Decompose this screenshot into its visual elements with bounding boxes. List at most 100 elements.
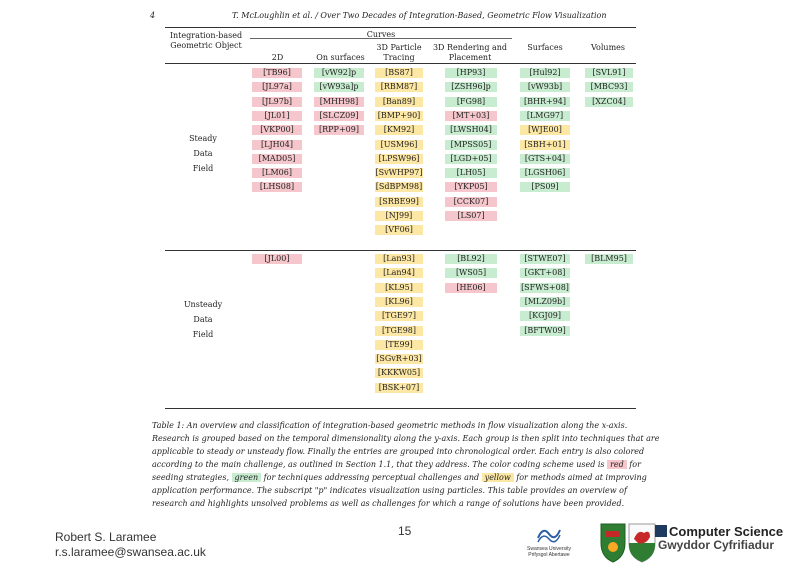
caption-red-swatch: red bbox=[607, 460, 627, 469]
table-cell-unsteady-particle: [BSK+07] bbox=[375, 382, 423, 393]
table-cell-steady-rendering: [ZSH96]p bbox=[445, 82, 497, 93]
table-cell-steady-surfaces: [SBH+01] bbox=[520, 139, 570, 150]
table-cell-steady-on_surfaces: [SLCZ09] bbox=[314, 110, 364, 121]
table-cell-unsteady-particle: [KKKW05] bbox=[375, 368, 423, 379]
page-header-number: 4 bbox=[150, 11, 156, 20]
caption-green-swatch: green bbox=[231, 473, 262, 482]
table-cell-steady-surfaces: [Hul92] bbox=[520, 68, 570, 78]
table-cell-unsteady-surfaces: [STWE07] bbox=[520, 254, 570, 264]
table-cell-unsteady-rendering: [BL92] bbox=[445, 254, 497, 264]
table-cell-steady-volumes: [MBC93] bbox=[585, 82, 633, 93]
table-cell-unsteady-rendering: [HE06] bbox=[445, 282, 497, 293]
table-cell-steady-particle: [BS87] bbox=[375, 68, 423, 78]
table-cell-steady-particle: [Ban89] bbox=[375, 96, 423, 107]
author-email[interactable]: r.s.laramee@swansea.ac.uk bbox=[55, 545, 206, 559]
table-cell-steady-rendering: [MPSS05] bbox=[445, 139, 497, 150]
table-cell-steady-c2d: [JL97b] bbox=[252, 96, 302, 107]
university-name: Swansea University Prifysgol Abertawe bbox=[527, 546, 571, 558]
table-cell-steady-rendering: [MT+03] bbox=[445, 110, 497, 121]
table-cell-unsteady-particle: [KL95] bbox=[375, 282, 423, 293]
table-cell-steady-c2d: [JL01] bbox=[252, 110, 302, 121]
department-name-welsh: Gwyddor Cyfrifiadur bbox=[658, 538, 775, 552]
table-cell-unsteady-particle: [TGE98] bbox=[375, 325, 423, 336]
table-cell-steady-rendering: [YKP05] bbox=[445, 182, 497, 193]
table-cell-steady-rendering: [LWSH04] bbox=[445, 125, 497, 136]
table-bottom-rule bbox=[165, 408, 636, 409]
department-name-english: Computer Science bbox=[669, 524, 784, 539]
column-surfaces: Surfaces bbox=[527, 43, 563, 52]
table-cell-unsteady-rendering: [WS05] bbox=[445, 268, 497, 279]
table-cell-unsteady-volumes: [BLM95] bbox=[585, 254, 633, 264]
column-3d-rendering: 3D Rendering and Placement bbox=[432, 43, 508, 62]
table-cell-steady-c2d: [JL97a] bbox=[252, 82, 302, 93]
table-cell-unsteady-particle: [SGvR+03] bbox=[375, 354, 423, 365]
welsh-dragon-shield-icon bbox=[628, 523, 656, 563]
table-cell-unsteady-particle: [KL96] bbox=[375, 296, 423, 307]
slide-page-number: 15 bbox=[398, 524, 412, 538]
swansea-university-logo-icon bbox=[537, 529, 561, 543]
table-caption: Table 1: An overview and classification … bbox=[152, 421, 660, 508]
table-cell-steady-particle: [SvWHP97] bbox=[375, 168, 423, 179]
table-cell-unsteady-surfaces: [GKT+08] bbox=[520, 268, 570, 279]
table-cell-steady-rendering: [LS07] bbox=[445, 211, 497, 221]
table-cell-steady-particle: [RBM87] bbox=[375, 82, 423, 93]
table-cell-steady-surfaces: [BHR+94] bbox=[520, 96, 570, 107]
table-cell-steady-c2d: [TB96] bbox=[252, 68, 302, 78]
table-cell-steady-surfaces: [WJE00] bbox=[520, 125, 570, 136]
table-cell-unsteady-particle: [TGE97] bbox=[375, 311, 423, 322]
table-header-rule bbox=[165, 63, 636, 64]
table-cell-steady-particle: [NJ99] bbox=[375, 211, 423, 221]
table-cell-steady-surfaces: [LGSH06] bbox=[520, 168, 570, 179]
table-cell-steady-surfaces: [GTS+04] bbox=[520, 153, 570, 164]
table-cell-steady-c2d: [VKP00] bbox=[252, 125, 302, 136]
table-cell-steady-c2d: [LHS08] bbox=[252, 182, 302, 193]
row-label-unsteady: Unsteady Data Field bbox=[183, 300, 223, 339]
table-cell-steady-on_surfaces: [MHH98] bbox=[314, 96, 364, 107]
table-cell-unsteady-particle: [Lan93] bbox=[375, 254, 423, 264]
column-volumes: Volumes bbox=[591, 43, 625, 52]
computer-science-bar-icon bbox=[655, 525, 667, 537]
row-label-steady: Steady Data Field bbox=[189, 134, 217, 173]
column-2d: 2D bbox=[271, 53, 284, 62]
table-cell-steady-volumes: [SVL91] bbox=[585, 68, 633, 78]
table-cell-steady-rendering: [FG98] bbox=[445, 96, 497, 107]
table-cell-unsteady-surfaces: [MLZ09b] bbox=[520, 296, 570, 307]
table-cell-steady-rendering: [CCK07] bbox=[445, 196, 497, 207]
column-geometric-object: Integration-based Geometric Object bbox=[169, 31, 243, 50]
table-cell-unsteady-particle: [TE99] bbox=[375, 339, 423, 350]
table-cell-steady-surfaces: [vW93b] bbox=[520, 82, 570, 93]
page-header-title: T. McLoughlin et al. / Over Two Decades … bbox=[232, 11, 607, 20]
table-cell-steady-c2d: [LJH04] bbox=[252, 139, 302, 150]
table-cell-unsteady-surfaces: [KGJ09] bbox=[520, 311, 570, 322]
table-cell-steady-on_surfaces: [vW93a]p bbox=[314, 82, 364, 93]
table-cell-steady-particle: [SdBPM98] bbox=[375, 182, 423, 193]
column-3d-particle-tracing: 3D Particle Tracing bbox=[376, 43, 422, 62]
table-cell-steady-particle: [KM92] bbox=[375, 125, 423, 136]
table-mid-rule bbox=[165, 250, 636, 251]
column-on-surfaces: On surfaces bbox=[316, 53, 365, 62]
table-top-rule bbox=[165, 27, 636, 28]
table-cell-steady-surfaces: [PS09] bbox=[520, 182, 570, 193]
table-cell-unsteady-surfaces: [SFWS+08] bbox=[520, 282, 570, 293]
table-cell-steady-c2d: [LM06] bbox=[252, 168, 302, 179]
table-cell-steady-volumes: [XZC04] bbox=[585, 96, 633, 107]
curves-span-rule bbox=[250, 38, 512, 39]
table-cell-unsteady-surfaces: [BFTW09] bbox=[520, 325, 570, 336]
table-cell-steady-rendering: [HP93] bbox=[445, 68, 497, 78]
table-cell-steady-rendering: [LGD+05] bbox=[445, 153, 497, 164]
table-cell-steady-on_surfaces: [RPP+09] bbox=[314, 125, 364, 136]
author-block: Robert S. Laramee r.s.laramee@swansea.ac… bbox=[55, 530, 206, 560]
table-cell-steady-c2d: [MAD05] bbox=[252, 153, 302, 164]
table-cell-steady-rendering: [LH05] bbox=[445, 168, 497, 179]
table-cell-steady-particle: [VF06] bbox=[375, 225, 423, 236]
table-cell-steady-particle: [USM96] bbox=[375, 139, 423, 150]
table-cell-steady-particle: [LPSW96] bbox=[375, 153, 423, 164]
coat-of-arms-shield-icon bbox=[600, 523, 626, 563]
table-cell-unsteady-c2d: [JL00] bbox=[252, 254, 302, 264]
table-cell-steady-on_surfaces: [vW92]p bbox=[314, 68, 364, 78]
table-cell-steady-surfaces: [LMG97] bbox=[520, 110, 570, 121]
table-cell-unsteady-particle: [Lan94] bbox=[375, 268, 423, 279]
table-cell-steady-particle: [SRBE99] bbox=[375, 196, 423, 207]
table-cell-steady-particle: [BMP+90] bbox=[375, 110, 423, 121]
caption-yellow-swatch: yellow bbox=[481, 473, 514, 482]
